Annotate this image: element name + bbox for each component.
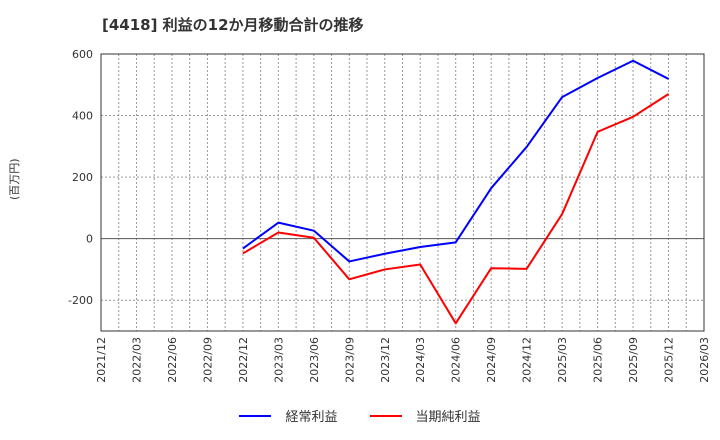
legend-swatch-red xyxy=(369,414,402,417)
svg-text:2022/12: 2022/12 xyxy=(237,337,250,383)
legend-swatch-blue xyxy=(239,414,272,417)
svg-text:2022/03: 2022/03 xyxy=(130,337,143,383)
svg-text:2024/09: 2024/09 xyxy=(485,337,498,383)
legend-item-ordinary-profit: 経常利益 xyxy=(239,406,338,425)
svg-text:2023/12: 2023/12 xyxy=(379,337,392,383)
svg-text:2021/12: 2021/12 xyxy=(95,337,108,383)
svg-text:2024/12: 2024/12 xyxy=(521,337,534,383)
chart-title: [4418] 利益の12か月移動合計の推移 xyxy=(102,16,364,34)
svg-text:400: 400 xyxy=(72,110,93,123)
legend-label: 当期純利益 xyxy=(415,410,481,425)
legend-label: 経常利益 xyxy=(285,410,338,425)
legend-item-net-profit: 当期純利益 xyxy=(369,406,481,425)
svg-text:2023/06: 2023/06 xyxy=(308,337,321,383)
svg-text:0: 0 xyxy=(86,233,93,246)
svg-text:-200: -200 xyxy=(68,294,93,307)
svg-text:2024/06: 2024/06 xyxy=(450,337,463,383)
svg-text:2025/12: 2025/12 xyxy=(663,337,676,383)
svg-text:2025/09: 2025/09 xyxy=(627,337,640,383)
svg-text:2026/03: 2026/03 xyxy=(698,337,711,383)
svg-text:2024/03: 2024/03 xyxy=(414,337,427,383)
svg-text:2023/03: 2023/03 xyxy=(272,337,285,383)
svg-text:2025/03: 2025/03 xyxy=(556,337,569,383)
svg-text:2022/06: 2022/06 xyxy=(166,337,179,383)
svg-text:2022/09: 2022/09 xyxy=(201,337,214,383)
svg-text:600: 600 xyxy=(72,48,93,61)
svg-text:200: 200 xyxy=(72,171,93,184)
legend: 経常利益 当期純利益 xyxy=(0,406,720,425)
svg-text:2025/06: 2025/06 xyxy=(592,337,605,383)
svg-text:2023/09: 2023/09 xyxy=(343,337,356,383)
